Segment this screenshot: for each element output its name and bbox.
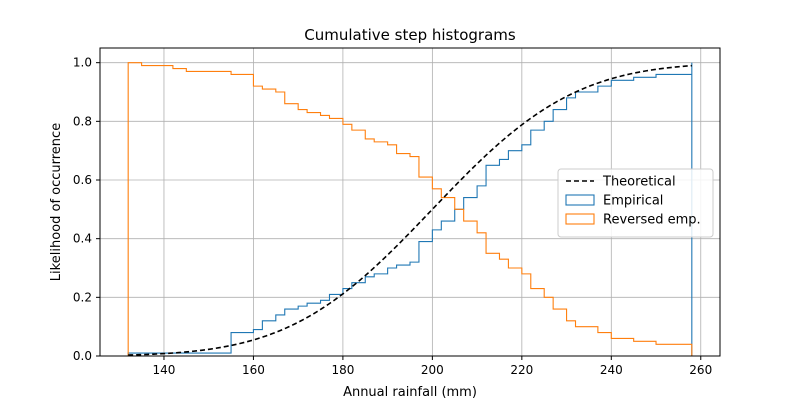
x-tick-label: 180 bbox=[331, 363, 354, 377]
axes-frame bbox=[99, 47, 721, 357]
y-tick-label: 0.0 bbox=[73, 349, 92, 363]
x-axis-label: Annual rainfall (mm) bbox=[343, 385, 477, 400]
legend-label: Reversed emp. bbox=[603, 213, 701, 228]
y-axis-label: Likelihood of occurrence bbox=[49, 123, 64, 281]
legend-label: Empirical bbox=[603, 194, 663, 209]
x-axis-ticks: 140 160 180 200 220 240 260 bbox=[153, 356, 712, 377]
y-axis-ticks: 0.0 0.2 0.4 0.6 0.8 1.0 bbox=[73, 56, 100, 363]
x-tick-label: 240 bbox=[600, 363, 623, 377]
x-tick-label: 200 bbox=[421, 363, 444, 377]
y-tick-label: 0.6 bbox=[73, 173, 92, 187]
plot-area bbox=[127, 62, 693, 356]
legend: Theoretical Empirical Reversed emp. bbox=[557, 168, 714, 238]
legend-empirical-swatch bbox=[565, 194, 595, 206]
legend-box bbox=[557, 168, 714, 238]
x-tick-label: 140 bbox=[153, 363, 176, 377]
empirical-step-line bbox=[127, 62, 693, 356]
x-tick-label: 160 bbox=[242, 363, 265, 377]
y-tick-label: 0.4 bbox=[73, 232, 92, 246]
y-tick-label: 0.2 bbox=[73, 290, 92, 304]
y-tick-label: 1.0 bbox=[73, 56, 92, 70]
x-tick-label: 260 bbox=[689, 363, 712, 377]
legend-reversed-swatch bbox=[565, 213, 595, 225]
legend-label: Theoretical bbox=[602, 175, 676, 190]
theoretical-cdf-line bbox=[128, 64, 692, 356]
reversed-step-line bbox=[127, 62, 693, 356]
chart-title: Cumulative step histograms bbox=[304, 26, 516, 44]
x-tick-label: 220 bbox=[510, 363, 533, 377]
y-tick-label: 0.8 bbox=[73, 114, 92, 128]
